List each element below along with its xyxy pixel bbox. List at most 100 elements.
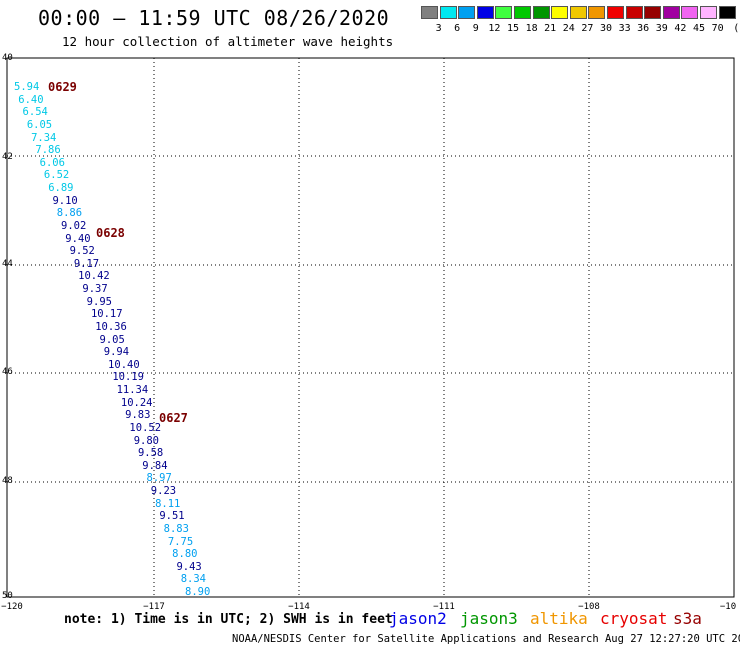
map-title: 00:00 – 11:59 UTC 08/26/2020 (38, 6, 390, 30)
legend-swatch (458, 6, 476, 19)
lat-label-42: 42 (2, 152, 13, 162)
wave-height-label: 7.86 (35, 144, 61, 157)
legend-swatch (551, 6, 569, 19)
wave-height-label: 9.84 (142, 459, 168, 472)
wave-height-label: 7.75 (167, 535, 194, 548)
legend-label: 12 (488, 23, 501, 34)
wave-height-label: 8.97 (146, 472, 172, 485)
lon-label-117: −117 (143, 602, 165, 612)
wave-height-label: 10.17 (90, 308, 123, 321)
legend-swatch (439, 6, 457, 19)
legend-swatch (476, 6, 494, 19)
wave-height-label: 5.94 (14, 81, 40, 93)
legend-swatch (514, 6, 531, 19)
wave-height-label: 7.34 (31, 131, 57, 144)
legend-unit: (ft) (733, 23, 740, 34)
map-border (6, 57, 735, 598)
legend-swatch (607, 6, 624, 19)
legend-label: 3 (435, 23, 442, 34)
legend-label: 42 (674, 23, 687, 34)
lon-label-114: −114 (288, 602, 310, 612)
legend-label: 36 (637, 23, 650, 34)
wave-height-label: 9.80 (133, 434, 159, 447)
legend-label: 18 (525, 23, 538, 34)
legend-label: 30 (599, 23, 613, 34)
legend-label: 15 (506, 23, 520, 34)
lat-label-50: 50 (2, 591, 13, 601)
footer-note: note: 1) Time is in UTC; 2) SWH is in fe… (64, 612, 393, 627)
wave-height-label: 8.86 (56, 207, 83, 220)
lat-label-48: 48 (2, 476, 13, 486)
wave-height-label: 9.94 (103, 346, 130, 359)
wave-height-label: 6.06 (39, 156, 65, 169)
wave-height-label: 9.17 (73, 257, 100, 270)
lat-label-44: 44 (2, 259, 13, 269)
legend-swatch (700, 6, 717, 19)
satellite-jason3: jason3 (460, 609, 518, 628)
legend-label: 33 (618, 23, 631, 34)
wave-height-label: 10.36 (95, 320, 127, 333)
legend-swatch (625, 6, 643, 19)
satellite-s3a: s3a (673, 609, 702, 628)
legend-label: 9 (472, 23, 479, 34)
legend-swatch (588, 6, 606, 19)
wave-height-label: 6.40 (18, 93, 44, 106)
wave-height-label: 8.83 (163, 522, 189, 535)
legend-label: 24 (562, 23, 575, 34)
legend-swatch (421, 6, 438, 19)
wave-height-label: 9.52 (69, 245, 95, 258)
wave-height-label: 9.10 (52, 194, 78, 207)
legend-label: 70 (711, 23, 724, 34)
wave-height-label: 8.34 (180, 573, 207, 586)
satellite-jason2: jason2 (389, 609, 447, 628)
wave-height-label: 10.52 (129, 421, 162, 434)
pass-label-0629: 0629 (48, 80, 77, 94)
map-subtitle: 12 hour collection of altimeter wave hei… (62, 34, 394, 49)
legend-swatch (662, 6, 680, 19)
legend-label: 27 (581, 23, 594, 34)
wave-height-label: 9.43 (176, 560, 202, 573)
legend-label: 21 (544, 23, 557, 34)
legend-swatch (532, 6, 550, 19)
wave-height-label: 9.95 (86, 295, 112, 308)
wave-height-label: 6.52 (43, 169, 70, 182)
lon-label-120: −120 (1, 602, 23, 612)
legend-swatch (569, 6, 587, 19)
wave-height-label: 10.24 (120, 396, 153, 409)
legend-label: 45 (692, 23, 706, 34)
satellite-altika: altika (530, 609, 588, 628)
lon-label-108: −108 (578, 602, 600, 612)
legend-label: 39 (655, 23, 668, 34)
wave-height-label: 9.58 (137, 447, 164, 460)
lat-label-40: 40 (2, 53, 13, 63)
wave-height-label: 9.40 (65, 232, 91, 245)
legend-swatch (681, 6, 699, 19)
legend-label: 6 (454, 23, 461, 34)
wave-height-label: 9.37 (82, 283, 108, 295)
wave-height-label: 9.05 (99, 333, 125, 346)
wave-height-label: 9.51 (159, 510, 185, 523)
pass-label-0628: 0628 (96, 226, 125, 240)
legend-swatch (495, 6, 513, 19)
lon-label-111: −111 (433, 602, 455, 612)
lat-label-46: 46 (2, 367, 13, 377)
pass-label-0627: 0627 (159, 411, 188, 425)
wave-height-label: 11.34 (116, 384, 149, 396)
wave-height-label: 8.90 (185, 586, 211, 598)
legend-swatch (718, 6, 736, 19)
legend-swatch (644, 6, 662, 19)
credit-line: NOAA/NESDIS Center for Satellite Applica… (232, 633, 740, 645)
wave-height-label: 6.54 (22, 106, 48, 119)
wave-height-label: 10.42 (78, 270, 110, 283)
wave-height-label: 9.02 (61, 219, 87, 232)
wave-height-label: 10.19 (112, 371, 144, 384)
wave-height-label: 10.40 (108, 358, 140, 371)
satellite-cryosat: cryosat (600, 609, 668, 628)
wave-height-label: 8.80 (172, 548, 198, 561)
wave-height-label: 8.11 (155, 497, 181, 510)
wave-height-label: 9.23 (150, 485, 177, 497)
lon-label-105: −10 (719, 602, 737, 612)
wave-height-label: 9.83 (125, 409, 151, 422)
wave-height-label: 6.89 (48, 182, 74, 194)
